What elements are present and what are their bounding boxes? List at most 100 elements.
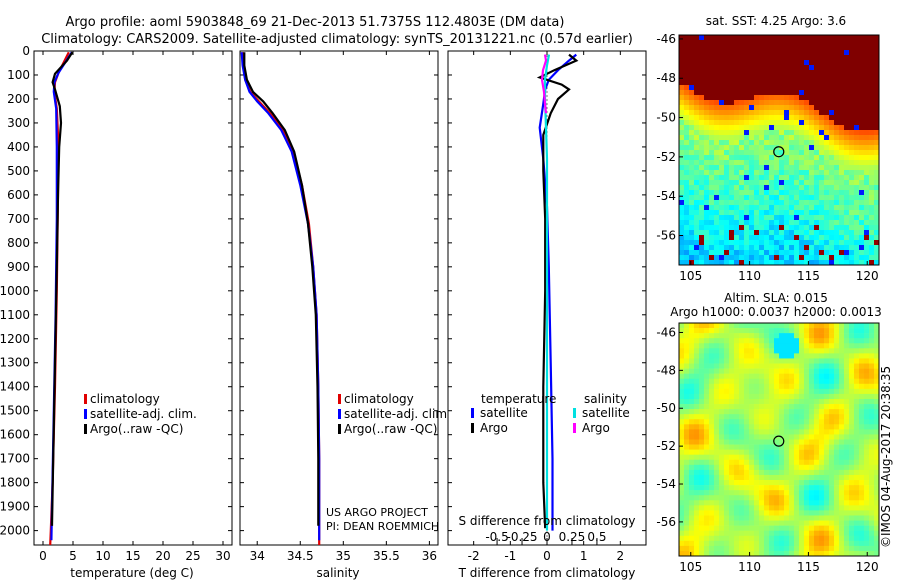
sst-cell xyxy=(724,250,730,256)
sst-cell xyxy=(684,250,690,256)
sst-cell xyxy=(699,155,705,161)
sst-cell xyxy=(799,195,805,201)
sla-cell xyxy=(684,469,690,476)
sla-cell xyxy=(874,540,880,547)
sla-cell xyxy=(839,424,845,430)
sla-cell xyxy=(839,439,845,445)
sla-cell xyxy=(694,373,700,380)
sla-cell xyxy=(804,383,810,390)
sla-cell xyxy=(789,480,795,486)
sla-cell xyxy=(719,530,725,537)
sst-cell xyxy=(684,255,690,261)
sla-cell xyxy=(704,439,710,445)
sst-cell xyxy=(804,260,810,266)
sla-cell xyxy=(839,409,845,415)
sst-cell xyxy=(849,140,855,146)
sst-cell xyxy=(679,100,685,106)
sla-cell xyxy=(864,545,870,552)
sla-cell xyxy=(829,444,835,450)
sst-cell xyxy=(789,115,795,121)
sla-cell xyxy=(789,419,795,425)
sst-cell xyxy=(784,100,790,106)
sst-cell xyxy=(844,65,850,71)
sst-cell xyxy=(734,60,740,66)
sla-cell xyxy=(829,378,835,385)
sst-cell xyxy=(704,185,710,191)
sla-cell xyxy=(854,449,860,455)
sla-cell xyxy=(829,505,835,511)
sla-cell xyxy=(789,323,795,329)
sst-cell xyxy=(749,100,755,106)
sst-cell xyxy=(799,55,805,61)
sst-cell xyxy=(764,190,770,196)
sla-cell xyxy=(694,439,700,445)
sst-cell xyxy=(679,190,685,196)
sla-cell xyxy=(744,358,750,364)
sla-cell xyxy=(719,419,725,425)
sst-cell xyxy=(734,75,740,81)
sla-cell xyxy=(719,348,725,354)
sst-cell xyxy=(794,85,800,91)
sla-cell xyxy=(819,454,825,461)
sst-cell xyxy=(734,220,740,226)
sst-cell xyxy=(874,80,880,86)
sst-cell xyxy=(829,185,835,191)
sst-cell xyxy=(744,175,750,181)
sla-cell xyxy=(844,414,850,420)
sla-cell xyxy=(849,464,855,471)
sst-cell xyxy=(829,190,835,196)
sla-cell xyxy=(729,540,735,547)
sla-cell xyxy=(854,505,860,511)
sst-cell xyxy=(769,155,775,161)
sla-cell xyxy=(814,388,820,395)
sla-cell xyxy=(704,520,710,526)
sst-cell xyxy=(844,185,850,191)
legend-swatch-satellite xyxy=(338,409,341,419)
sst-cell xyxy=(759,210,765,216)
project-credit-line1: US ARGO PROJECT xyxy=(326,506,428,519)
sst-cell xyxy=(709,215,715,221)
sla-cell xyxy=(819,545,825,552)
sst-cell xyxy=(699,130,705,136)
sla-cell xyxy=(754,459,760,466)
sla-cell xyxy=(724,459,730,466)
sst-cell xyxy=(769,80,775,86)
sst-cell xyxy=(794,155,800,161)
sla-cell xyxy=(744,323,750,329)
sst-cell xyxy=(759,150,765,156)
sla-cell xyxy=(854,535,860,542)
sla-cell xyxy=(874,343,880,349)
sla-cell xyxy=(809,474,815,481)
sla-cell xyxy=(854,469,860,476)
sst-cell xyxy=(849,235,855,241)
sst-cell xyxy=(709,245,715,251)
sst-cell xyxy=(769,135,775,141)
sst-cell xyxy=(824,135,830,141)
sst-cell xyxy=(714,195,720,201)
sst-cell xyxy=(829,105,835,111)
sst-cell xyxy=(824,225,830,231)
sst-cell xyxy=(709,85,715,91)
sst-cell xyxy=(764,185,770,191)
sst-cell xyxy=(774,95,780,101)
sla-cell xyxy=(754,333,760,339)
sla-cell xyxy=(729,495,735,501)
sst-cell xyxy=(864,195,870,201)
sla-cell xyxy=(834,393,840,400)
sst-cell xyxy=(854,75,860,81)
sst-cell xyxy=(734,200,740,206)
sst-cell xyxy=(799,220,805,226)
sla-cell xyxy=(804,525,810,531)
sst-cell xyxy=(819,250,825,256)
sst-cell xyxy=(874,250,880,256)
sla-cell xyxy=(819,495,825,501)
depth-tick-label: 1500 xyxy=(0,404,30,418)
sst-cell xyxy=(814,80,820,86)
sst-cell xyxy=(729,115,735,121)
sst-cell xyxy=(734,100,740,106)
sla-cell xyxy=(814,419,820,425)
sla-cell xyxy=(744,454,750,461)
sla-cell xyxy=(694,378,700,385)
sst-cell xyxy=(779,105,785,111)
sla-cell xyxy=(749,449,755,455)
